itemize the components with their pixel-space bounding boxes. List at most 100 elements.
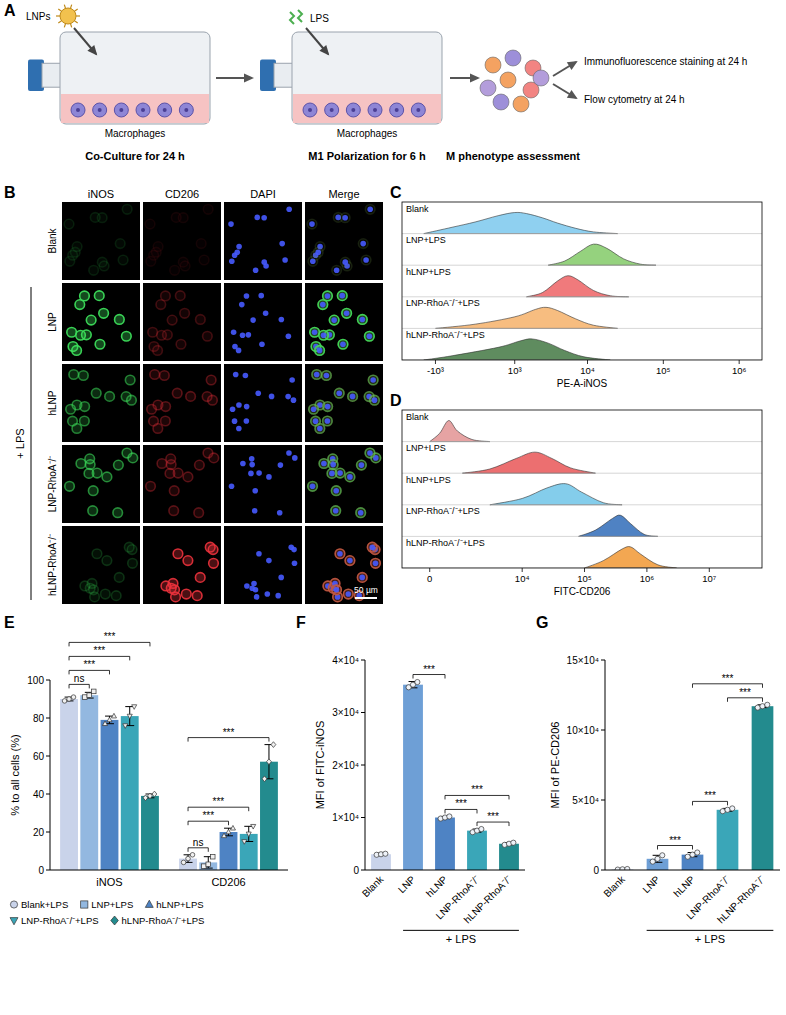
inos-signal bbox=[114, 573, 124, 583]
significance-bracket bbox=[188, 821, 228, 825]
inos-signal bbox=[308, 257, 318, 267]
dapi-signal bbox=[254, 594, 260, 600]
cd206-signal bbox=[149, 416, 159, 426]
significance-label: *** bbox=[704, 790, 716, 801]
dapi-signal bbox=[360, 241, 366, 247]
significance-bracket bbox=[477, 822, 509, 826]
cd206-signal bbox=[206, 375, 216, 385]
micrograph bbox=[143, 283, 221, 361]
tick-label: 10⁷ bbox=[702, 573, 717, 584]
inos-signal bbox=[122, 205, 132, 215]
cd206-signal bbox=[329, 315, 339, 325]
replicate-point bbox=[83, 695, 88, 700]
cd206-signal bbox=[338, 339, 348, 349]
dapi-signal bbox=[244, 293, 250, 299]
replicate-point bbox=[242, 840, 247, 845]
cd206-signal bbox=[147, 404, 157, 414]
tick-label: 60 bbox=[33, 751, 45, 762]
inos-signal bbox=[348, 392, 358, 402]
micrograph bbox=[305, 526, 383, 604]
inos-signal bbox=[312, 370, 322, 380]
nucleus bbox=[184, 108, 188, 112]
legend-entry: Blank+LPS bbox=[10, 899, 68, 910]
cd206-signal bbox=[318, 300, 328, 310]
micrograph bbox=[305, 445, 383, 523]
arrow-head bbox=[87, 45, 97, 56]
inos-signal bbox=[332, 585, 342, 595]
tick-label: 0 bbox=[38, 865, 44, 876]
inos-signal bbox=[334, 388, 344, 398]
cd206-signal bbox=[332, 265, 342, 275]
cd206-signal bbox=[357, 573, 367, 583]
tick-label: 10⁶ bbox=[732, 365, 747, 376]
dapi-signal bbox=[347, 558, 353, 564]
dapi-signal bbox=[337, 551, 343, 557]
significance-label: *** bbox=[104, 631, 116, 642]
tick-label: 0 bbox=[353, 865, 359, 876]
dapi-signal bbox=[263, 311, 269, 317]
inos-signal bbox=[361, 255, 371, 265]
dapi-signal bbox=[360, 317, 366, 323]
legend-marker bbox=[81, 901, 88, 908]
replicate-point bbox=[660, 853, 665, 858]
bar bbox=[467, 831, 487, 870]
significance-bracket bbox=[69, 656, 130, 660]
dapi-signal bbox=[236, 244, 242, 250]
replicate-point bbox=[181, 860, 186, 865]
cd206-signal bbox=[332, 585, 342, 595]
axis-line bbox=[365, 870, 525, 871]
tick-label: 10⁶ bbox=[640, 573, 655, 584]
density-curve bbox=[462, 452, 595, 473]
inos-signal bbox=[122, 331, 132, 341]
dapi-signal bbox=[230, 406, 236, 412]
inos-signal bbox=[124, 542, 134, 552]
tick-label: hLNP-RhoA⁻/⁻ bbox=[715, 873, 767, 925]
cell-label: Macrophages bbox=[105, 128, 166, 139]
significance-bracket bbox=[69, 684, 89, 688]
tick-label: 10⁴ bbox=[515, 573, 530, 584]
cd206-signal bbox=[175, 291, 185, 301]
replicate-point bbox=[62, 699, 67, 704]
legend-marker bbox=[145, 900, 153, 907]
significance-label: *** bbox=[471, 784, 483, 795]
replicate-point bbox=[262, 776, 267, 782]
replicate-point bbox=[625, 866, 630, 870]
cd206-signal bbox=[342, 309, 352, 319]
dapi-signal bbox=[370, 377, 376, 383]
dapi-signal bbox=[325, 418, 331, 424]
inos-signal bbox=[337, 291, 347, 301]
legend-label: Blank+LPS bbox=[21, 899, 68, 910]
cd206-signal bbox=[311, 416, 321, 426]
step-caption: M1 Polarization for 6 h bbox=[308, 150, 426, 162]
dapi-signal bbox=[266, 558, 272, 564]
cd206-signal bbox=[315, 346, 325, 356]
axis-line bbox=[605, 660, 606, 870]
inos-signal bbox=[89, 265, 99, 275]
micrograph-ground bbox=[224, 445, 302, 523]
arrow bbox=[74, 28, 97, 56]
series-label: hLNP+LPS bbox=[406, 267, 451, 277]
bar bbox=[199, 862, 217, 870]
dapi-signal bbox=[317, 426, 323, 432]
micrograph bbox=[62, 364, 140, 442]
significance-label: *** bbox=[83, 659, 95, 670]
cd206-signal bbox=[340, 213, 350, 223]
inos-signal bbox=[99, 309, 109, 319]
dapi-signal bbox=[286, 333, 292, 339]
dapi-signal bbox=[231, 329, 237, 335]
panel-letter: A bbox=[4, 2, 16, 19]
dapi-signal bbox=[292, 455, 298, 461]
cell bbox=[93, 103, 107, 117]
inos-signal bbox=[105, 392, 115, 402]
density-curve bbox=[490, 484, 622, 505]
cell bbox=[136, 103, 150, 117]
inos-signal bbox=[319, 330, 329, 340]
micrograph bbox=[143, 202, 221, 280]
inos-signal bbox=[64, 219, 74, 229]
micrograph bbox=[224, 526, 302, 604]
row-label: hLNP-RhoA⁻/⁻ bbox=[47, 533, 58, 596]
flask-body bbox=[292, 32, 442, 124]
cell bbox=[493, 94, 509, 110]
cd206-signal bbox=[208, 395, 218, 405]
tick-label: 100 bbox=[27, 675, 44, 686]
